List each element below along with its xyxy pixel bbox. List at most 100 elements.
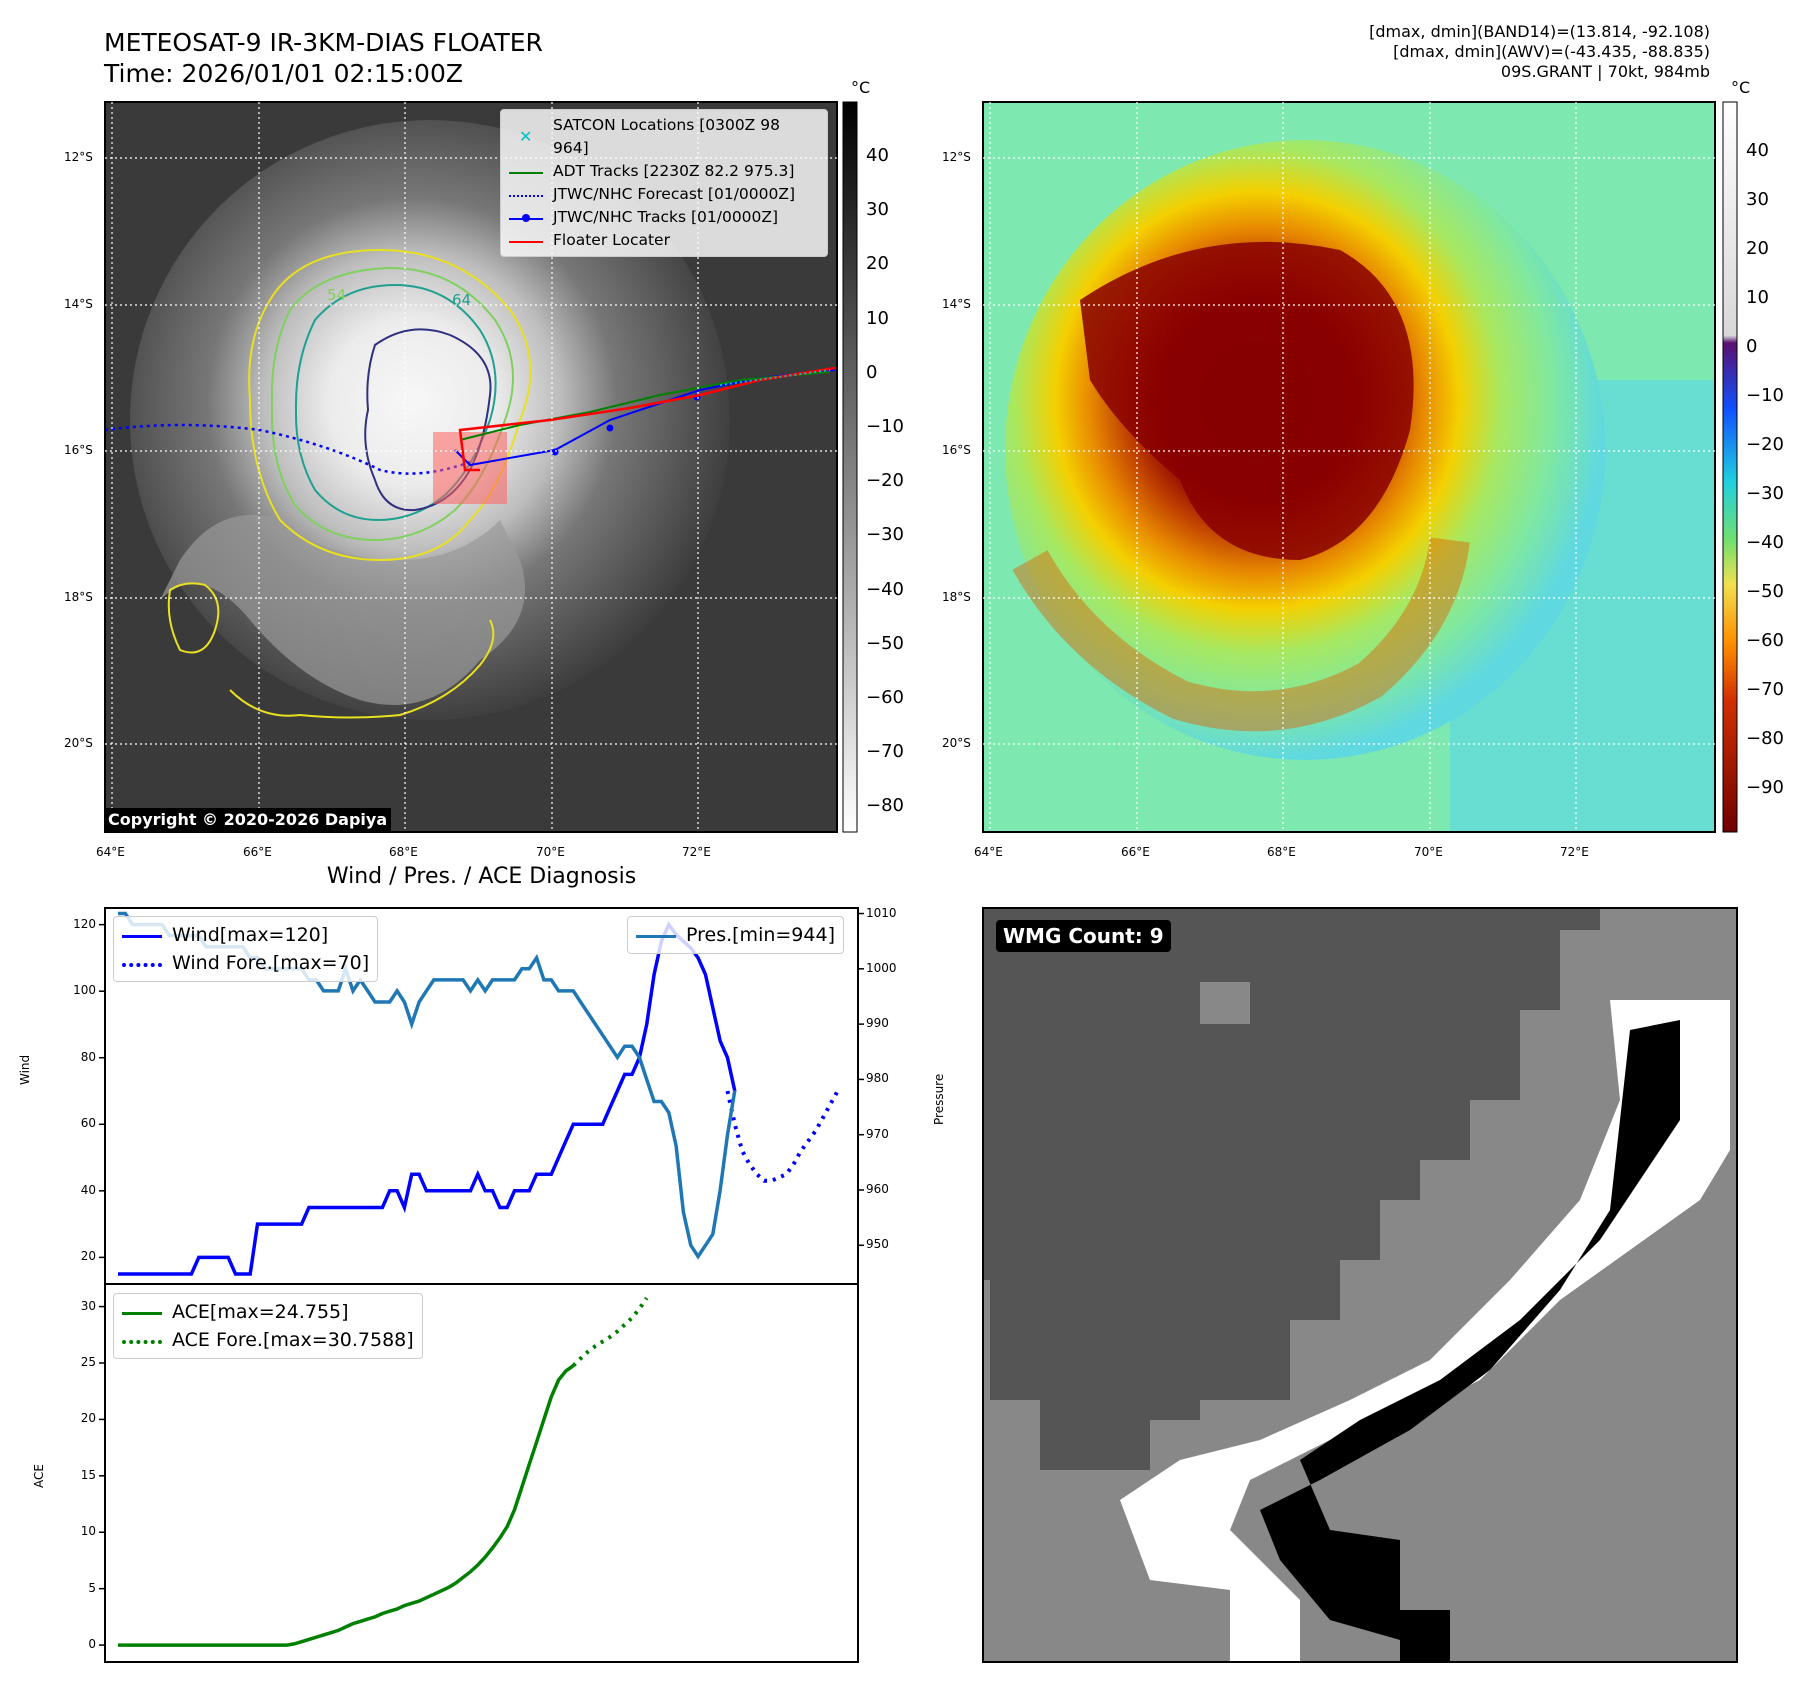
awv-lat-label: 12°S (942, 150, 971, 164)
pressure-axis-label: Pressure (932, 1073, 946, 1125)
awv-lat-label: 18°S (942, 590, 971, 604)
awv-colorbar-tick-label: −20 (1746, 434, 1784, 455)
awv-colorbar-tick-label: −60 (1746, 630, 1784, 651)
awv-lon-label: 68°E (1267, 845, 1296, 859)
wmg-count-badge: WMG Count: 9 (996, 920, 1171, 952)
ir-lat-label: 12°S (64, 150, 93, 164)
ir-lat-label: 20°S (64, 736, 93, 750)
jtwc-forecast-track (105, 423, 471, 475)
awv-colorbar-tick-label: 30 (1746, 189, 1769, 210)
pressure-tick-label: 960 (866, 1182, 889, 1196)
wmg-panel (982, 907, 1738, 1663)
awv-colorbar-tick-label: −80 (1746, 728, 1784, 749)
wmg-frame (982, 907, 1738, 1663)
awv-lon-label: 66°E (1121, 845, 1150, 859)
copyright-label: Copyright © 2020-2026 Dapiya (104, 808, 392, 831)
awv-colorbar-tick-label: 20 (1746, 238, 1769, 259)
jtwc-track-point (551, 448, 559, 456)
awv-colorbar (1722, 101, 1738, 833)
awv-colorbar-unit: °C (1731, 78, 1751, 97)
map-legend: ✕ SATCON Locations [0300Z 98 964] ADT Tra… (500, 109, 828, 257)
awv-colorbar-tick-label: −70 (1746, 679, 1784, 700)
wind-tick-label: 60 (80, 1116, 96, 1131)
floater-locater-track (458, 366, 836, 472)
wmg-black-band (1260, 1020, 1680, 1662)
contour-label-64: 64 (452, 291, 471, 309)
pres-line-icon (636, 929, 676, 941)
ir-lat-label: 16°S (64, 443, 93, 457)
adt-line-icon (509, 166, 543, 178)
awv-colorbar-tick-label: −50 (1746, 581, 1784, 602)
ace-axis-label: ACE (32, 1464, 46, 1488)
pressure-tick-label: 950 (866, 1237, 889, 1252)
awv-lat-label: 20°S (942, 736, 971, 750)
ir-lon-label: 72°E (682, 845, 711, 859)
floater-box (433, 432, 507, 504)
awv-lat-label: 14°S (942, 297, 971, 311)
floater-line-icon (509, 235, 543, 247)
storm-info: 09S.GRANT | 70kt, 984mb (1500, 62, 1710, 81)
wind-fore-dotted-icon (122, 957, 162, 969)
ir-colorbar-tick-label: −60 (866, 687, 904, 708)
awv-colorbar-tick-label: −30 (1746, 483, 1784, 504)
wind-forecast-series-line (725, 1090, 840, 1183)
jtwc-track-point (606, 424, 614, 432)
wind-series-line (118, 921, 737, 1276)
contour-outer-band (167, 582, 495, 719)
title-line2: Time: 2026/01/01 02:15:00Z (104, 59, 463, 88)
awv-colorbar-tick-label: −10 (1746, 385, 1784, 406)
legend-ace: ACE[max=24.755] (122, 1298, 414, 1326)
contour-green (270, 266, 514, 542)
awv-colorbar-tick-label: 10 (1746, 287, 1769, 308)
wind-legend: Wind[max=120] Wind Fore.[max=70] (113, 916, 379, 982)
legend-floater: Floater Locater (509, 229, 819, 252)
wmg-dark-region (983, 908, 1600, 1470)
ir-colorbar-tick-label: 0 (866, 361, 878, 383)
ir-lat-label: 18°S (64, 590, 93, 604)
awv-colorbar-tick-label: −90 (1746, 777, 1784, 798)
wind-tick-label: 20 (80, 1249, 96, 1264)
ir-colorbar-tick-label: −50 (866, 632, 904, 654)
awv-map-panel (982, 101, 1716, 833)
ace-tick-label: 20 (80, 1411, 96, 1426)
ace-line-icon (122, 1306, 162, 1318)
awv-lon-label: 70°E (1414, 845, 1443, 859)
ir-colorbar-tick-label: 30 (866, 199, 889, 221)
contour-label-54: 54 (327, 286, 346, 304)
legend-ace-fore: ACE Fore.[max=30.7588] (122, 1326, 414, 1354)
wind-line-icon (122, 929, 162, 941)
awv-outer-band (1012, 537, 1470, 732)
ir-colorbar-tick-label: −80 (866, 795, 904, 817)
ir-colorbar-tick-label: 20 (866, 253, 889, 275)
ace-forecast-series-line (571, 1296, 649, 1368)
legend-pres: Pres.[min=944] (636, 921, 835, 949)
track-line-dot-icon (509, 212, 543, 224)
ir-colorbar-tick-label: 40 (866, 145, 889, 166)
legend-jtwc-tracks: JTWC/NHC Tracks [01/0000Z] (509, 206, 819, 229)
wind-tick-label: 80 (80, 1049, 96, 1064)
legend-adt: ADT Tracks [2230Z 82.2 975.3] (509, 160, 819, 183)
ir-colorbar-tick-label: 10 (866, 307, 889, 329)
ir-colorbar (842, 101, 858, 833)
pressure-tick-label: 1010 (866, 905, 897, 920)
ir-lon-label: 70°E (536, 845, 565, 859)
ir-colorbar-tick-label: −10 (866, 416, 904, 437)
awv-map-frame (982, 101, 1716, 833)
header-stats: [dmax, dmin](BAND14)=(13.814, -92.108) [… (1190, 22, 1710, 82)
pressure-tick-label: 970 (866, 1126, 889, 1141)
legend-wind-fore: Wind Fore.[max=70] (122, 949, 369, 977)
ace-series-line (118, 1364, 575, 1647)
pressure-legend: Pres.[min=944] (627, 916, 844, 954)
awv-lon-label: 72°E (1560, 845, 1589, 859)
ir-outer-band (160, 515, 525, 705)
awv-colorbar-tick-label: 40 (1746, 140, 1769, 161)
awv-colorbar-tick-label: 0 (1746, 336, 1758, 357)
pressure-tick-label: 1000 (866, 960, 897, 975)
ace-tick-label: 0 (88, 1637, 96, 1652)
legend-wind: Wind[max=120] (122, 921, 369, 949)
map-title: METEOSAT-9 IR-3KM-DIAS FLOATER Time: 202… (104, 27, 543, 89)
ace-tick-label: 30 (80, 1298, 96, 1313)
ir-colorbar-tick-label: −20 (866, 470, 904, 492)
awv-core (1080, 241, 1414, 560)
